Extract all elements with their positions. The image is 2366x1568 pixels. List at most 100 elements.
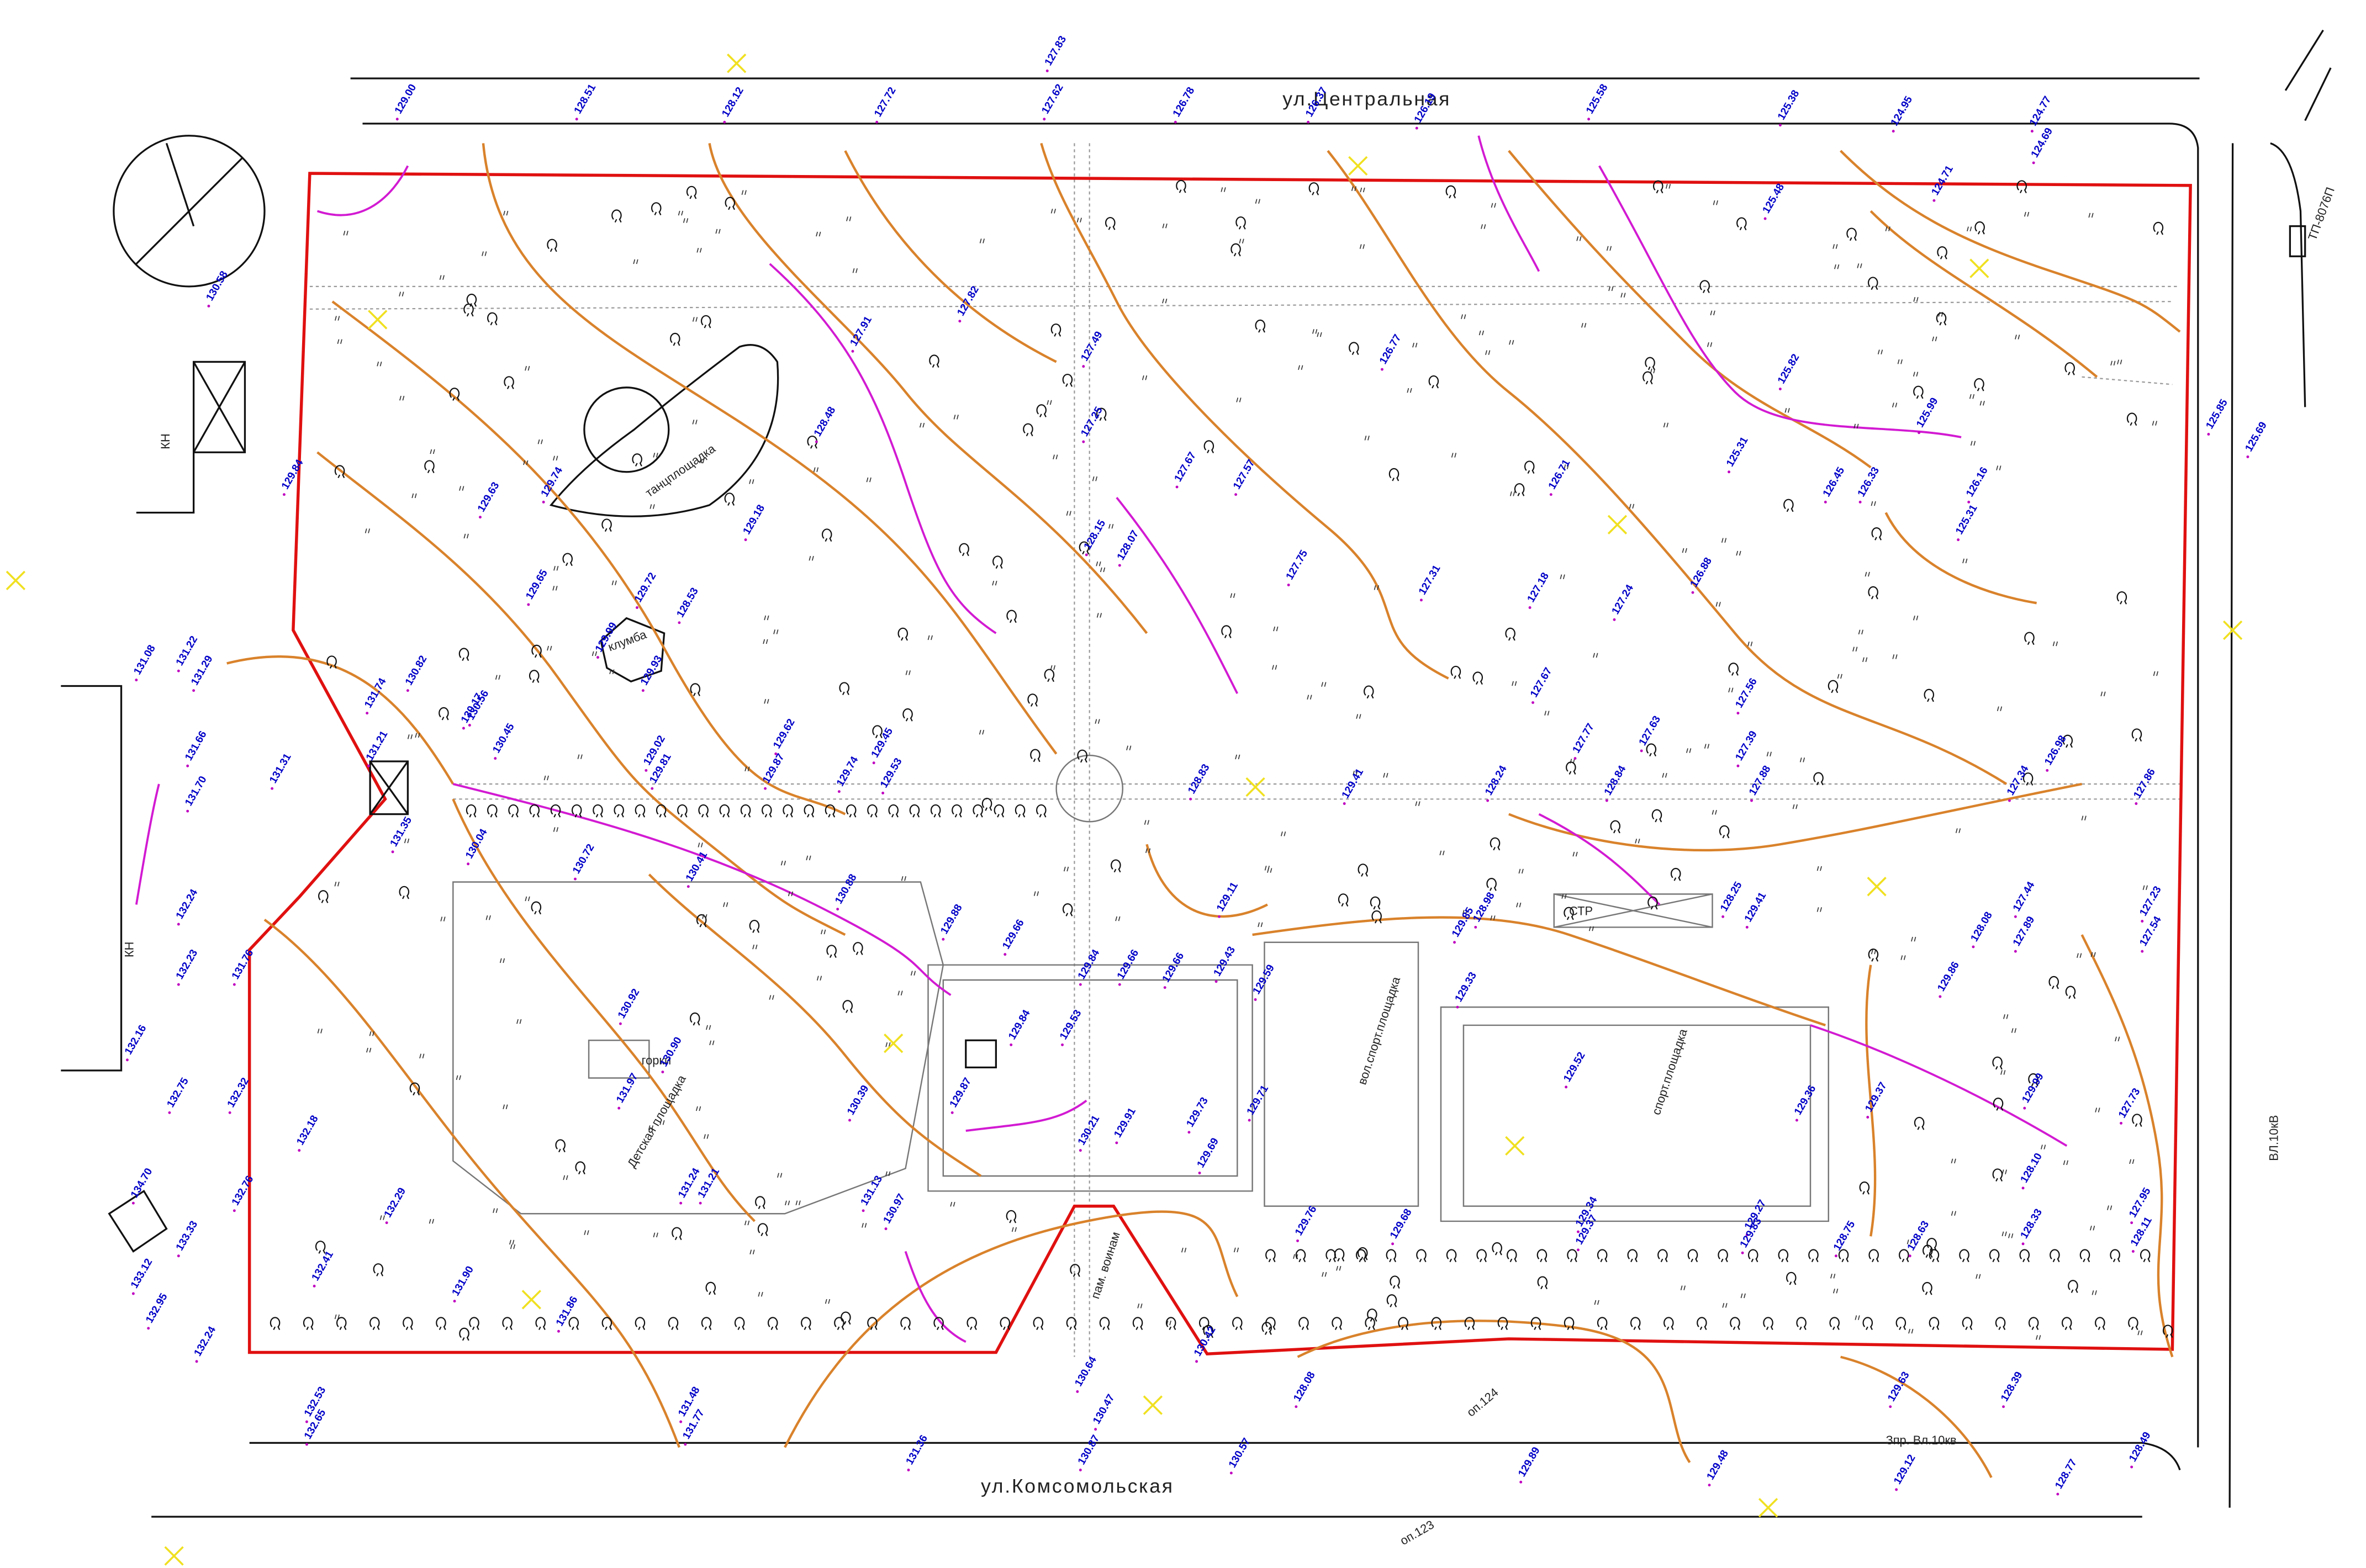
elevation-label: 131.74 [362, 676, 389, 710]
tree [2062, 734, 2073, 748]
elevation-label: 130.88 [833, 872, 859, 906]
contour [708, 143, 1148, 634]
grass [846, 216, 852, 221]
tree [1564, 1317, 1575, 1331]
trees [270, 179, 2173, 1341]
elevation-label: 126.98 [2042, 733, 2069, 767]
elevation-label: 131.35 [388, 815, 415, 849]
tree [1657, 1249, 1668, 1263]
elevation-label: 130.41 [684, 850, 710, 883]
elevation-point [1118, 564, 1121, 567]
tree [1514, 483, 1525, 496]
elevation-point [192, 689, 196, 692]
tree [1490, 837, 1501, 851]
elevation-label: 129.88 [938, 902, 965, 936]
elevation-label: 129.12 [1892, 1453, 1918, 1486]
grass [407, 734, 413, 739]
tree [696, 914, 707, 928]
elevation-point [367, 764, 370, 767]
grass [1593, 653, 1598, 658]
elevation-point [195, 1360, 198, 1363]
grass [692, 317, 698, 322]
grass [543, 775, 549, 781]
grass [1512, 681, 1517, 686]
tree [1993, 1098, 2004, 1111]
elevation-point [1415, 126, 1418, 130]
grass [1996, 465, 2001, 470]
elevation-label: 129.37 [1863, 1080, 1889, 1114]
elevation-point [942, 937, 945, 941]
elevation-point [1549, 493, 1552, 496]
tree [1936, 312, 1947, 326]
elevation-point [2207, 433, 2210, 436]
tree [2064, 362, 2075, 375]
elevation-label: 126.88 [1688, 555, 1715, 589]
tree [872, 725, 883, 739]
elevation-label: 127.34 [2005, 764, 2031, 797]
tree [1332, 1317, 1342, 1331]
grass [1126, 745, 1132, 751]
grass [744, 1220, 750, 1226]
markers [6, 54, 2243, 1566]
survey-cross [727, 54, 747, 73]
survey-cross [1505, 1136, 1525, 1156]
tree [1924, 688, 1935, 702]
elevation-point [1307, 120, 1310, 124]
elevation-point [875, 120, 879, 124]
grass [764, 615, 769, 621]
elevation-point [177, 983, 180, 986]
elevation-label: 128.49 [2127, 1430, 2153, 1464]
tree [458, 648, 469, 661]
grass [369, 1031, 374, 1036]
elevation-point [2032, 161, 2035, 165]
contour [1327, 150, 2008, 785]
line [904, 1251, 967, 1343]
elevation-point [958, 320, 962, 323]
tree [672, 1227, 682, 1241]
grass [1383, 772, 1388, 778]
elevation-point [862, 1209, 865, 1212]
grass [1885, 226, 1890, 231]
note-label: оп.123 [1398, 1517, 1436, 1548]
grass [1816, 866, 1822, 871]
elevation-label: 127.57 [1231, 458, 1257, 491]
tree [1992, 1056, 2003, 1070]
elevation-point [1076, 1390, 1079, 1393]
grass [862, 1223, 867, 1228]
grass [2142, 885, 2148, 891]
elevation-label: 127.23 [2137, 884, 2163, 918]
tree [2132, 1114, 2142, 1127]
elevation-label: 131.31 [267, 751, 294, 785]
grass [1166, 1320, 1171, 1326]
plaza [927, 964, 1253, 1192]
elevation-label: 127.24 [1610, 582, 1636, 616]
grass [780, 860, 786, 866]
grass [2052, 641, 2058, 647]
grass [696, 247, 702, 253]
elevation-point [395, 118, 399, 121]
tree [436, 1317, 446, 1331]
grass [1307, 695, 1312, 700]
elevation-label: 128.51 [572, 82, 599, 116]
survey-cross [1348, 156, 1368, 176]
elevation-point [679, 1201, 683, 1205]
gas-lines [135, 135, 2068, 1343]
grass [1360, 187, 1365, 193]
grass [1115, 916, 1121, 921]
grass [1485, 350, 1491, 355]
elevation-point [305, 1443, 308, 1446]
grass [547, 645, 552, 651]
tree [2028, 1317, 2039, 1331]
elevation-point [1932, 199, 1936, 202]
note-label: ВЛ.10кВ [2267, 1115, 2281, 1161]
tree [801, 1317, 811, 1331]
elevation-point [2056, 1492, 2059, 1496]
elevation-label: 132.16 [123, 1023, 149, 1057]
grass [825, 1299, 831, 1304]
tree [1899, 1249, 1909, 1263]
tree [1428, 375, 1439, 389]
elevation-label: 125.69 [2243, 420, 2269, 454]
tree [1367, 1309, 1377, 1322]
tree [897, 627, 909, 641]
grass [1092, 476, 1098, 481]
